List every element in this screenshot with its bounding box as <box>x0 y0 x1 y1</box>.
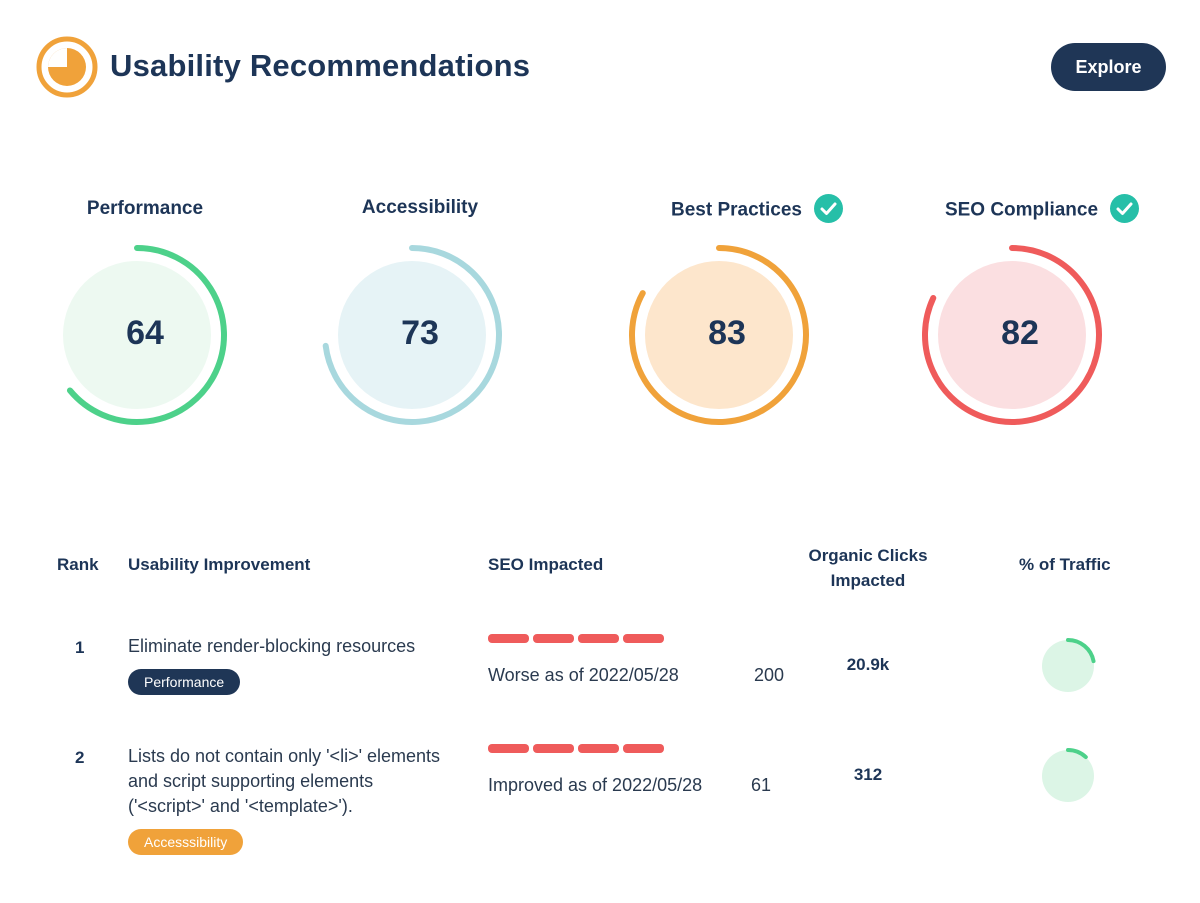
gauge-progress-arc <box>922 245 1102 425</box>
header: Usability Recommendations Explore <box>36 36 1166 98</box>
clock-pie-icon <box>36 36 98 98</box>
gauge-label: SEO Compliance <box>944 199 1099 221</box>
traffic-pie-arc <box>1066 638 1096 664</box>
gauge-accessibility: Accessibility 73 <box>300 190 540 440</box>
gauge-best-practices: Best Practices 83 <box>607 190 847 440</box>
seo-status: Improved as of 2022/05/28 <box>488 775 703 795</box>
explore-button[interactable]: Explore <box>1051 43 1166 91</box>
gauge-performance: Performance 64 <box>25 190 265 440</box>
gauge-progress-arc <box>629 245 809 425</box>
seo-impact-bar <box>488 744 664 753</box>
traffic-pie-arc <box>1066 748 1088 760</box>
gauge-inner-circle <box>63 261 211 409</box>
seo-value: 61 <box>751 775 772 795</box>
gauge-inner-circle <box>338 261 486 409</box>
organic-clicks: 312 <box>853 765 883 784</box>
gauge-score: 64 <box>126 314 164 352</box>
seo-impact-bar <box>488 634 664 643</box>
gauge-progress-arc <box>322 245 502 425</box>
check-icon <box>1110 194 1140 223</box>
seo-status: Worse as of 2022/05/28 <box>488 665 679 685</box>
score-gauges: Performance 64 Accessibility 73 Best Pra… <box>0 190 1200 440</box>
rank-number: 1 <box>75 638 85 657</box>
gauge-label: Accessibility <box>361 197 479 218</box>
gauge-ring <box>322 245 502 425</box>
gauge-score: 73 <box>401 314 439 352</box>
gauge-label: Best Practices <box>671 199 802 221</box>
category-tag: Performance <box>128 669 241 695</box>
check-icon <box>813 194 843 223</box>
column-header-clicks: Organic Clicks Impacted <box>808 546 928 590</box>
seo-value: 200 <box>754 665 785 685</box>
column-header-improvement: Usability Improvement <box>128 555 311 574</box>
gauge-ring <box>922 245 1102 425</box>
gauge-ring <box>629 245 809 425</box>
gauge-score: 83 <box>708 314 746 352</box>
gauge-inner-circle <box>645 261 793 409</box>
gauge-inner-circle <box>938 261 1086 409</box>
traffic-pie <box>1042 638 1096 692</box>
improvement-text: Lists do not contain only '<li>' element… <box>128 744 478 855</box>
gauge-seo-compliance: SEO Compliance 82 <box>900 190 1140 440</box>
rank-number: 2 <box>75 748 85 767</box>
traffic-pie-background <box>1042 640 1094 692</box>
gauge-label: Performance <box>86 198 204 219</box>
page-title: Usability Recommendations <box>110 48 531 83</box>
gauge-ring <box>63 245 227 425</box>
column-header-traffic: % of Traffic <box>1019 555 1111 574</box>
gauge-score: 82 <box>1001 314 1039 352</box>
traffic-pie-background <box>1042 750 1094 802</box>
category-tag: Accesssibility <box>128 829 244 855</box>
traffic-pie <box>1042 748 1094 802</box>
improvement-text: Eliminate render-blocking resources Perf… <box>128 634 478 695</box>
organic-clicks: 20.9k <box>846 655 890 674</box>
gauge-progress-arc <box>66 245 227 425</box>
column-header-seo: SEO Impacted <box>488 555 604 574</box>
column-header-rank: Rank <box>57 555 99 574</box>
